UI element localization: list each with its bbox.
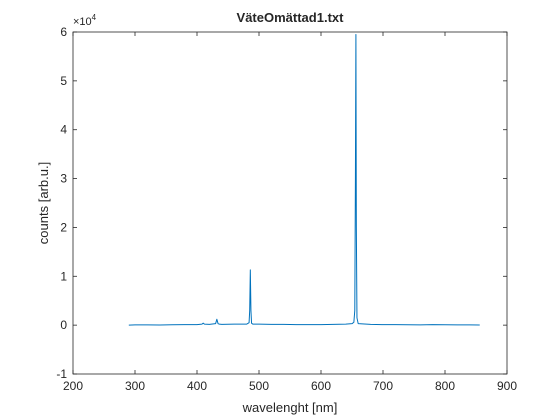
y-tick-label: 1	[60, 269, 67, 283]
y-axis-label: counts [arb.u.]	[36, 162, 51, 244]
x-tick-label: 300	[125, 379, 145, 393]
x-tick-label: 900	[497, 379, 517, 393]
y-axis: -1 0 1 2 3 4 5 6	[56, 25, 507, 381]
x-axis: 200 300 400 500 600 700 800 900	[63, 32, 517, 393]
y-tick-label: 6	[60, 25, 67, 39]
x-tick-label: 500	[249, 379, 269, 393]
x-tick-label: 400	[187, 379, 207, 393]
y-tick-label: -1	[56, 367, 67, 381]
series-layer	[128, 33, 480, 326]
x-tick-label: 200	[63, 379, 83, 393]
x-tick-label: 600	[311, 379, 331, 393]
plot-area	[72, 31, 508, 375]
chart-title: VäteOmättad1.txt	[237, 10, 345, 25]
y-tick-label: 5	[60, 74, 67, 88]
y-scale-multiplier: ×104	[73, 13, 97, 28]
y-tick-label: 2	[60, 220, 67, 234]
y-tick-label: 4	[60, 123, 67, 137]
x-tick-label: 700	[373, 379, 393, 393]
x-tick-label: 800	[435, 379, 455, 393]
series-line	[128, 33, 480, 326]
y-tick-label: 0	[60, 318, 67, 332]
x-axis-label: wavelenght [nm]	[242, 400, 338, 415]
y-tick-label: 3	[60, 172, 67, 186]
